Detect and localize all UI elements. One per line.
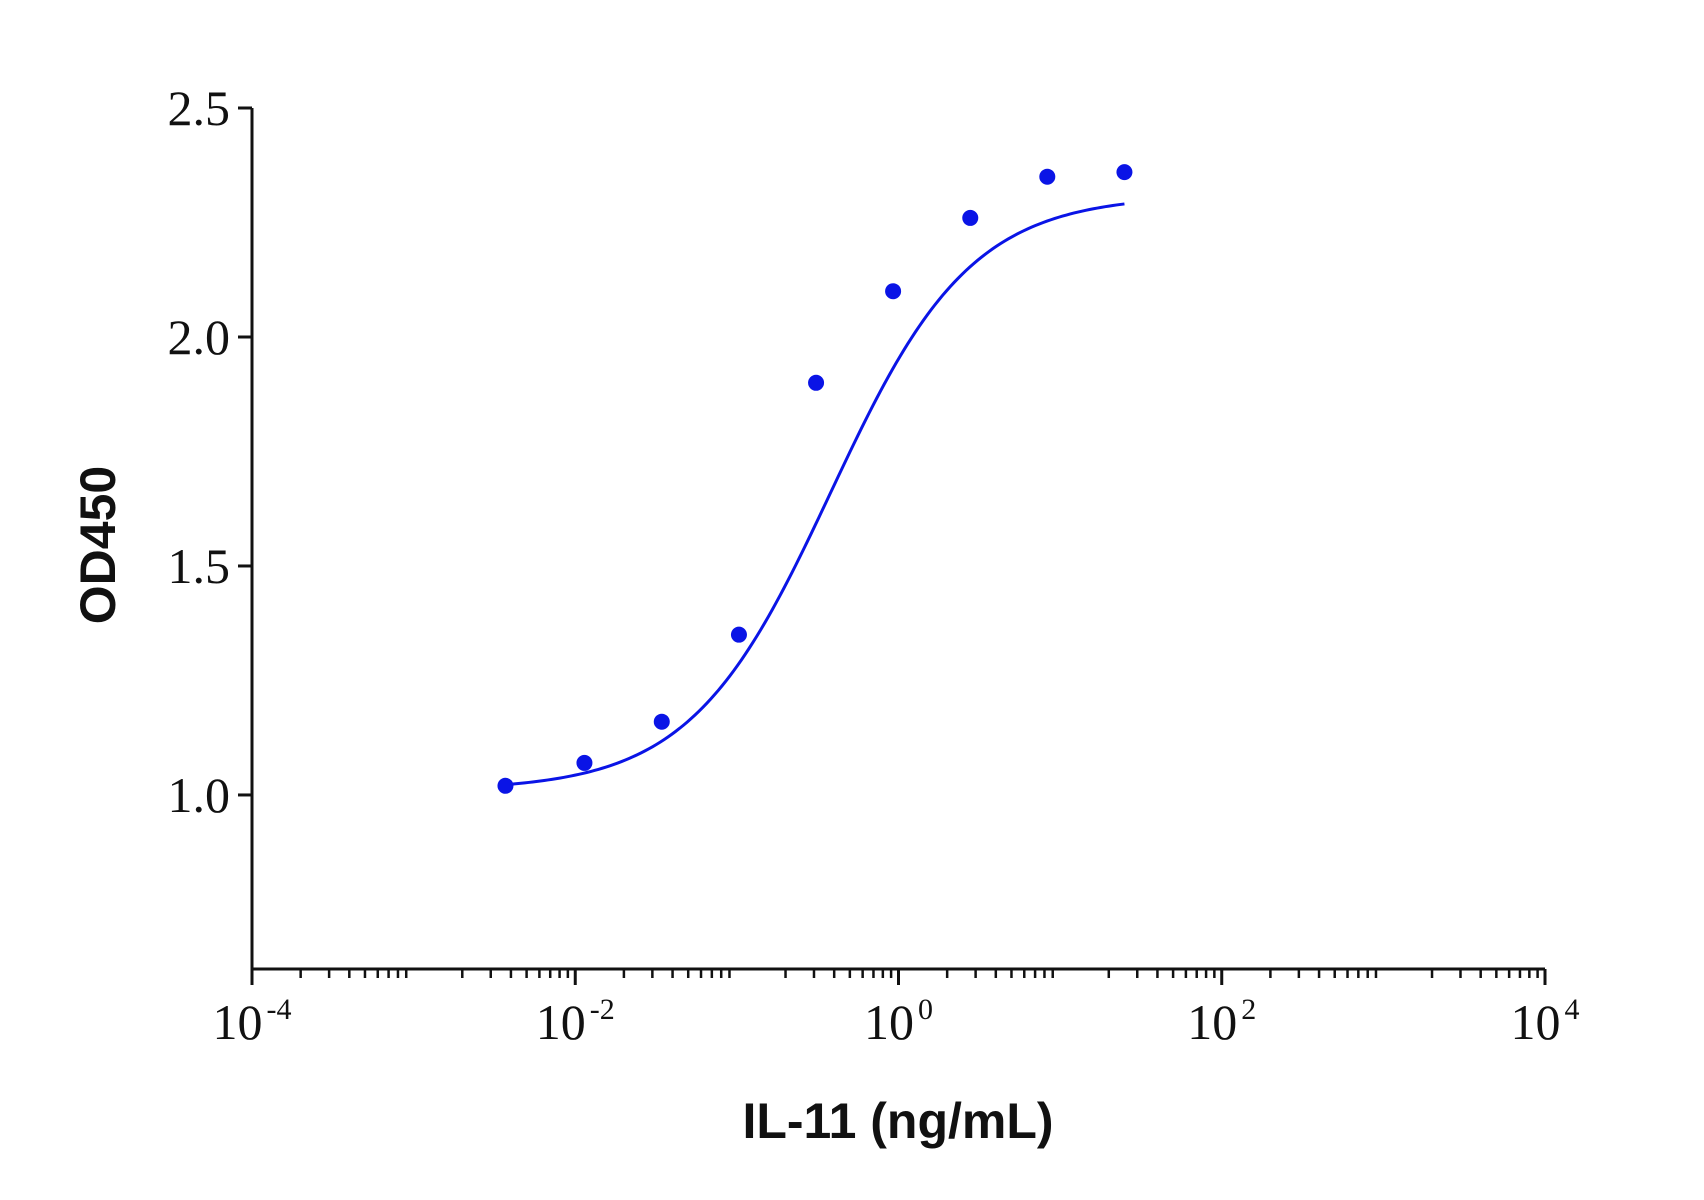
x-tick-label: 10 0 xyxy=(864,993,933,1050)
x-axis-title: IL-11 (ng/mL) xyxy=(742,1093,1053,1149)
x-tick-label: 10 4 xyxy=(1511,993,1580,1050)
data-point xyxy=(1039,168,1056,185)
data-point xyxy=(1116,164,1133,181)
y-ticks-layer: 1.0 1.5 2.0 2.5 xyxy=(168,80,252,823)
fit-curve xyxy=(505,202,1125,787)
data-points-layer xyxy=(497,164,1133,794)
y-axis-title: OD450 xyxy=(70,466,126,624)
x-tick-label: 10 -2 xyxy=(536,993,615,1050)
y-tick-label: 2.5 xyxy=(168,80,231,136)
data-point xyxy=(653,713,670,730)
y-tick-label: 1.5 xyxy=(168,538,231,594)
y-tick-label: 1.0 xyxy=(168,767,231,823)
axes-layer xyxy=(250,108,1545,971)
x-tick-label: 10 2 xyxy=(1187,993,1256,1050)
y-tick-label: 2.0 xyxy=(168,309,231,365)
x-ticks-layer: 10 -4 10 -2 10 0 10 2 10 4 xyxy=(213,969,1580,1050)
data-point xyxy=(962,209,979,226)
data-point xyxy=(730,626,747,643)
data-point xyxy=(497,777,514,794)
data-point xyxy=(885,283,902,300)
fit-curve-layer xyxy=(505,202,1125,787)
x-tick-label: 10 -4 xyxy=(213,993,292,1050)
data-point xyxy=(808,374,825,391)
data-point xyxy=(576,754,593,771)
